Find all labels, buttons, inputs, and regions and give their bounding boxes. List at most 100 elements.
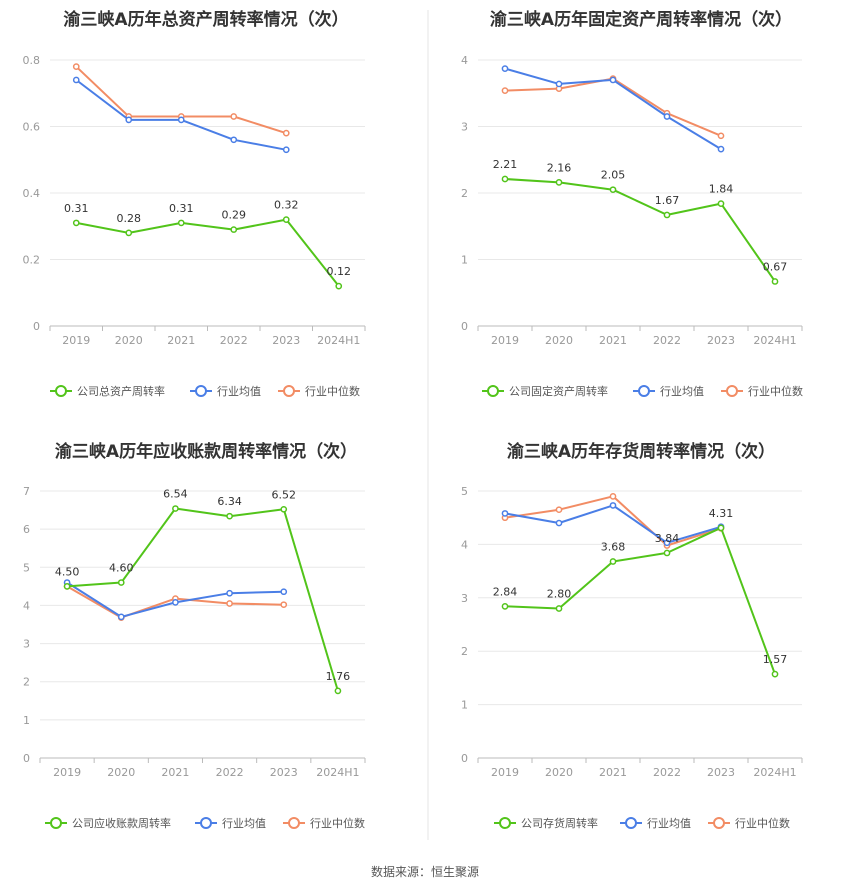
x-tick-label: 2021 xyxy=(167,334,195,347)
data-label: 0.31 xyxy=(169,202,194,215)
chart-panel-3: 渝三峡A历年应收账款周转率情况（次） 0 1 2 3 4 5 6 7 2019 2020 2021 20… xyxy=(23,441,366,830)
data-point-industry-average xyxy=(125,116,133,124)
legend-label: 公司应收账款周转率 xyxy=(72,816,171,830)
data-point-industry-median xyxy=(72,63,80,71)
data-point-industry-average xyxy=(72,76,80,84)
chart-panel-1: 渝三峡A历年总资产周转率情况（次） 0 0.2 0.4 0.6 0.8 2019 2020 20… xyxy=(23,9,366,398)
y-tick-label: 5 xyxy=(461,485,468,498)
legend-circle-icon xyxy=(713,817,725,829)
data-label: 1.76 xyxy=(326,670,351,683)
y-tick-label: 1 xyxy=(23,714,30,727)
data-point-industry-average xyxy=(280,588,288,596)
data-label: 6.54 xyxy=(163,488,188,501)
y-tick-label: 7 xyxy=(23,485,30,498)
data-point-company xyxy=(771,670,779,678)
legend-circle-icon xyxy=(638,385,650,397)
y-tick-label: 4 xyxy=(23,599,30,612)
legend-label: 行业中位数 xyxy=(735,816,790,830)
data-point-company xyxy=(280,505,288,513)
data-point-company xyxy=(125,229,133,237)
x-tick-label: 2022 xyxy=(220,334,248,347)
chart-title: 渝三峡A历年应收账款周转率情况（次） xyxy=(55,441,357,462)
chart-panel-2: 渝三峡A历年固定资产周转率情况（次） 0 1 2 3 4 2019 2020 2021 2022 2… xyxy=(461,9,803,398)
data-point-industry-average xyxy=(282,146,290,154)
data-label: 4.50 xyxy=(55,565,80,578)
y-tick-label: 0 xyxy=(461,320,468,333)
x-tick-label: 2023 xyxy=(707,334,735,347)
x-tick-label: 2023 xyxy=(707,766,735,779)
data-point-industry-average xyxy=(226,589,233,597)
data-label: 2.16 xyxy=(547,161,572,174)
x-tick-label: 2024H1 xyxy=(753,334,796,347)
data-label: 2.84 xyxy=(493,585,518,598)
data-source-note: 数据来源：恒生聚源 xyxy=(371,864,479,879)
data-label: 1.57 xyxy=(763,653,788,666)
legend-circle-icon xyxy=(625,817,637,829)
legend-circle-icon xyxy=(499,817,511,829)
data-label: 0.67 xyxy=(763,260,788,273)
data-label: 6.52 xyxy=(272,488,297,501)
data-point-company xyxy=(717,524,725,532)
legend-item-industry-average: 行业均值 xyxy=(633,385,704,398)
data-point-company xyxy=(177,219,185,227)
y-tick-label: 0.2 xyxy=(23,254,41,267)
legend-item-industry-median: 行业中位数 xyxy=(278,384,360,398)
legend-label: 行业均值 xyxy=(217,385,261,398)
legend-circle-icon xyxy=(288,817,300,829)
series-line-company xyxy=(504,526,776,675)
data-point-company xyxy=(771,278,779,285)
series-line-company xyxy=(67,507,339,692)
data-point-industry-average xyxy=(117,613,125,621)
x-tick-label: 2020 xyxy=(545,766,573,779)
data-point-company xyxy=(172,505,179,512)
y-tick-label: 3 xyxy=(461,121,468,134)
legend-label: 行业均值 xyxy=(647,817,691,830)
data-point-company xyxy=(609,186,617,194)
data-label: 0.32 xyxy=(274,199,299,212)
data-point-industry-average xyxy=(609,502,617,509)
x-tick-label: 2019 xyxy=(491,766,519,779)
data-point-industry-average xyxy=(177,116,185,124)
legend-circle-icon xyxy=(283,385,295,397)
data-point-company xyxy=(717,200,725,207)
data-label: 0.29 xyxy=(222,209,247,222)
y-tick-label: 2 xyxy=(23,676,30,689)
x-tick-label: 2021 xyxy=(599,766,627,779)
y-tick-label: 3 xyxy=(23,638,30,651)
data-label: 3.84 xyxy=(655,532,680,545)
data-point-industry-average xyxy=(172,599,179,606)
legend-label: 公司存货周转率 xyxy=(521,816,598,830)
y-tick-label: 0 xyxy=(461,752,468,765)
data-label: 1.84 xyxy=(709,183,734,196)
data-point-industry-median xyxy=(230,113,238,120)
legend-circle-icon xyxy=(726,385,738,397)
series-line-company xyxy=(504,178,776,282)
x-tick-label: 2019 xyxy=(53,766,81,779)
data-point-industry-median xyxy=(609,492,617,500)
data-label: 4.60 xyxy=(109,562,134,575)
chart-title: 渝三峡A历年固定资产周转率情况（次） xyxy=(490,9,792,30)
legend-item-industry-average: 行业均值 xyxy=(620,817,691,830)
data-label: 2.05 xyxy=(601,169,626,182)
y-tick-label: 0 xyxy=(33,320,40,333)
legend-item-company: 公司应收账款周转率 xyxy=(45,816,171,830)
data-point-industry-average xyxy=(501,65,509,72)
x-tick-label: 2020 xyxy=(115,334,143,347)
x-tick-label: 2020 xyxy=(107,766,135,779)
x-tick-label: 2022 xyxy=(653,766,681,779)
legend-label: 行业中位数 xyxy=(305,384,360,398)
data-point-company xyxy=(117,579,125,586)
data-label: 3.68 xyxy=(601,540,626,553)
legend-circle-icon xyxy=(55,385,67,397)
legend-label: 行业均值 xyxy=(222,817,266,830)
data-point-company xyxy=(230,226,238,233)
legend-label: 公司总资产周转率 xyxy=(77,384,165,398)
y-tick-label: 1 xyxy=(461,254,468,267)
y-tick-label: 0.6 xyxy=(23,121,41,134)
data-point-company xyxy=(63,583,71,590)
legend-label: 公司固定资产周转率 xyxy=(509,384,608,398)
data-point-industry-average xyxy=(717,145,725,153)
data-label: 6.34 xyxy=(217,495,242,508)
series-line-industry-median xyxy=(504,77,722,137)
y-tick-label: 1 xyxy=(461,699,468,712)
